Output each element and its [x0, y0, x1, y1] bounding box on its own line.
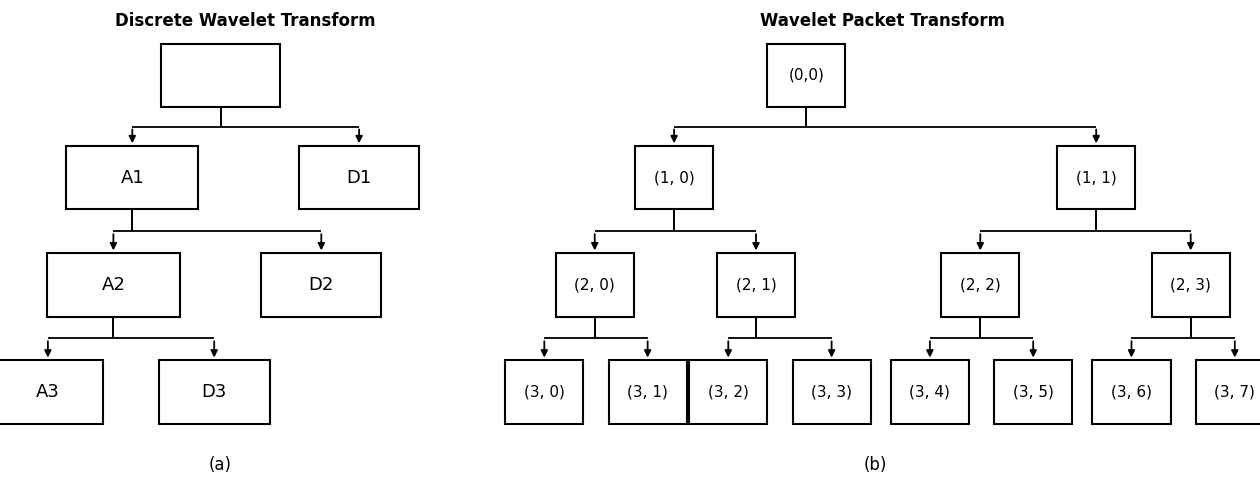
Bar — [159, 360, 270, 424]
Text: (3, 5): (3, 5) — [1013, 385, 1053, 399]
Text: Wavelet Packet Transform: Wavelet Packet Transform — [760, 12, 1004, 30]
Bar — [1196, 360, 1260, 424]
Bar — [556, 253, 634, 317]
Bar — [994, 360, 1072, 424]
Bar — [717, 253, 795, 317]
Text: (3, 3): (3, 3) — [811, 385, 852, 399]
Bar — [262, 253, 381, 317]
Text: (1, 0): (1, 0) — [654, 170, 694, 185]
Text: A3: A3 — [37, 383, 59, 401]
Text: (3, 0): (3, 0) — [524, 385, 564, 399]
Text: (3, 4): (3, 4) — [910, 385, 950, 399]
Text: D3: D3 — [202, 383, 227, 401]
Bar — [161, 44, 281, 107]
Text: (2, 0): (2, 0) — [575, 278, 615, 292]
Bar — [609, 360, 687, 424]
Bar — [689, 360, 767, 424]
Bar — [48, 253, 179, 317]
Text: (3, 7): (3, 7) — [1215, 385, 1255, 399]
Text: A2: A2 — [102, 276, 125, 294]
Text: A1: A1 — [121, 169, 144, 187]
Text: Discrete Wavelet Transform: Discrete Wavelet Transform — [116, 12, 375, 30]
Text: D1: D1 — [346, 169, 372, 187]
Text: (2, 3): (2, 3) — [1171, 278, 1211, 292]
Bar — [0, 360, 103, 424]
Text: (3, 1): (3, 1) — [627, 385, 668, 399]
Bar — [300, 146, 418, 209]
Text: (3, 6): (3, 6) — [1111, 385, 1152, 399]
Bar — [941, 253, 1019, 317]
Bar — [793, 360, 871, 424]
Bar — [505, 360, 583, 424]
Text: (b): (b) — [864, 456, 887, 474]
Text: (a): (a) — [209, 456, 232, 474]
Text: D2: D2 — [309, 276, 334, 294]
Bar — [1057, 146, 1135, 209]
Bar — [891, 360, 969, 424]
Bar — [767, 44, 845, 107]
Text: (0,0): (0,0) — [789, 68, 824, 83]
Text: (1, 1): (1, 1) — [1076, 170, 1116, 185]
Bar — [635, 146, 713, 209]
Text: (2, 1): (2, 1) — [736, 278, 776, 292]
Bar — [66, 146, 199, 209]
Bar — [1152, 253, 1230, 317]
Text: (2, 2): (2, 2) — [960, 278, 1000, 292]
Text: (3, 2): (3, 2) — [708, 385, 748, 399]
Bar — [1092, 360, 1171, 424]
